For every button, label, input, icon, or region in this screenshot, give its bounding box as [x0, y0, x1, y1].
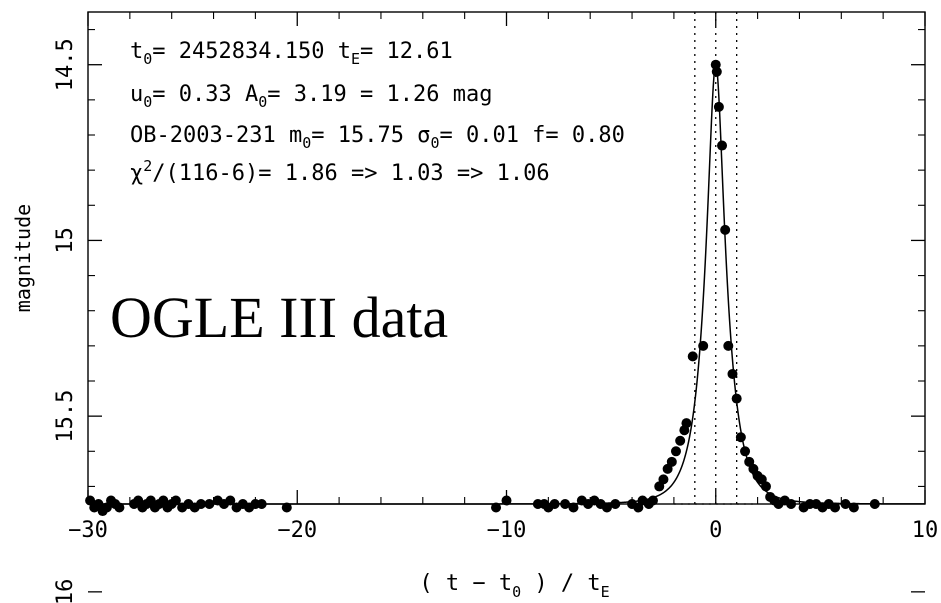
- fit-parameter-line: χ2/(116-6)= 1.86 => 1.03 => 1.06: [130, 157, 550, 186]
- fit-parameter-line: u0= 0.33 A0= 3.19 = 1.26 mag: [130, 82, 492, 111]
- data-point: [740, 446, 750, 456]
- x-tick-label: −30: [68, 518, 108, 543]
- fit-parameter-line: t0= 2452834.150 tE= 12.61: [130, 39, 453, 68]
- y-tick-label: 16: [53, 579, 78, 603]
- data-point: [671, 446, 681, 456]
- x-tick-label: 10: [912, 518, 939, 543]
- data-point: [681, 418, 691, 428]
- y-tick-label: 15.5: [53, 390, 78, 443]
- x-tick-label: −10: [487, 518, 527, 543]
- data-point: [658, 474, 668, 484]
- overlay-label: OGLE III data: [110, 285, 448, 350]
- y-tick-label: 14.5: [53, 38, 78, 91]
- data-point: [736, 432, 746, 442]
- fit-parameter-line: OB-2003-231 m0= 15.75 σ0= 0.01 f= 0.80: [130, 123, 625, 152]
- data-point: [688, 351, 698, 361]
- data-point: [675, 436, 685, 446]
- data-point: [698, 341, 708, 351]
- annotation-layer: t0= 2452834.150 tE= 12.61 u0= 0.33 A0= 3.…: [110, 39, 625, 350]
- x-tick-label: 0: [709, 518, 722, 543]
- x-tick-label: −20: [277, 518, 317, 543]
- y-tick-label: 15: [53, 227, 78, 254]
- data-point: [761, 481, 771, 491]
- data-point: [732, 394, 742, 404]
- x-axis-label: ( t − t0 ) / tE: [419, 571, 609, 601]
- data-point: [723, 341, 733, 351]
- data-point: [667, 457, 677, 467]
- data-point: [717, 141, 727, 151]
- y-axis-label: magnitude: [11, 204, 35, 312]
- data-point: [712, 67, 722, 77]
- data-point: [727, 369, 737, 379]
- data-point: [714, 102, 724, 112]
- data-point: [720, 225, 730, 235]
